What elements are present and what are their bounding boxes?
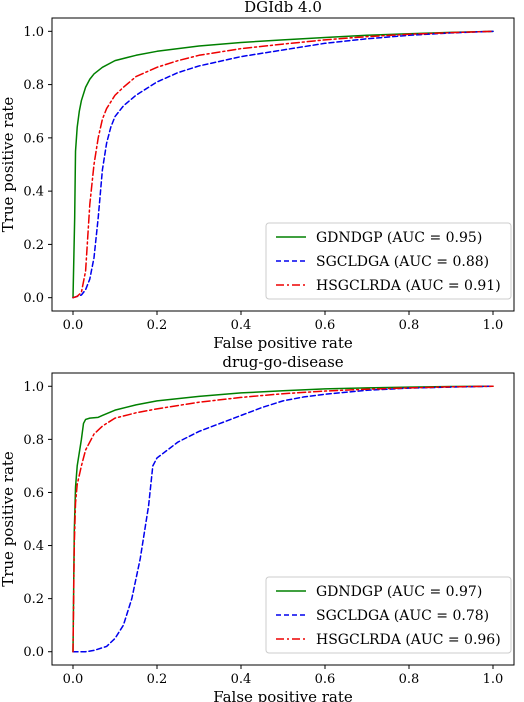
chart2-y-tick-label: 1.0 (23, 380, 44, 395)
chart2-legend-label-1: GDNDGP (AUC = 0.97) (316, 584, 482, 600)
chart2-x-tick-label: 0.8 (399, 672, 420, 687)
chart2-x-tick-label: 0.0 (63, 672, 84, 687)
chart1-legend-label-1: GDNDGP (AUC = 0.95) (316, 230, 482, 246)
chart1-series-2-line (72, 30, 494, 299)
chart2-axes-frame (51, 372, 515, 666)
chart2-x-tick-label: 0.6 (315, 672, 336, 687)
chart2-series-1-line (72, 385, 494, 653)
chart2-y-tick-label: 0.2 (23, 592, 44, 607)
chart1-x-tick-label: 0.0 (63, 318, 84, 333)
chart2-y-tick-label: 0.0 (23, 645, 44, 660)
chart2-legend-label-2: SGCLDGA (AUC = 0.78) (316, 608, 489, 624)
chart1-x-tick-label: 0.8 (399, 318, 420, 333)
chart2-legend (265, 576, 512, 654)
chart1-y-tick-label: 0.2 (23, 238, 44, 253)
chart1-x-tick-label: 0.2 (147, 318, 168, 333)
chart1-series-1-line (72, 30, 494, 299)
chart1-y-tick-label: 0.4 (23, 185, 44, 200)
chart2-y-tick-label: 0.4 (23, 539, 44, 554)
chart2-y-axis-label: True positive rate (0, 451, 17, 587)
chart1-x-tick-label: 1.0 (483, 318, 504, 333)
chart1-legend-label-2: SGCLDGA (AUC = 0.88) (316, 254, 489, 270)
chart2-y-tick-label: 0.8 (23, 433, 44, 448)
chart1-legend-label-3: HSGCLRDA (AUC = 0.91) (316, 278, 501, 294)
chart1-y-tick-label: 0.8 (23, 78, 44, 93)
chart1-y-tick-label: 0.6 (23, 131, 44, 146)
chart1-x-tick-label: 0.4 (231, 318, 252, 333)
chart2-x-tick-label: 1.0 (483, 672, 504, 687)
chart1-legend (265, 222, 512, 300)
chart1-y-tick-label: 0.0 (23, 291, 44, 306)
chart2-series-2-line (72, 385, 494, 653)
chart2-x-tick-label: 0.4 (231, 672, 252, 687)
chart2-y-tick-label: 0.6 (23, 486, 44, 501)
chart2-x-tick-label: 0.2 (147, 672, 168, 687)
chart1-y-axis-label: True positive rate (0, 97, 17, 233)
chart1-title: DGIdb 4.0 (244, 0, 322, 16)
chart1-axes-frame (51, 17, 515, 312)
chart2-x-axis-label: False positive rate (213, 688, 353, 702)
chart1-y-tick-label: 1.0 (23, 25, 44, 40)
chart1-x-tick-label: 0.6 (315, 318, 336, 333)
chart2-title: drug-go-disease (222, 353, 343, 371)
chart2-legend-label-3: HSGCLRDA (AUC = 0.96) (316, 632, 501, 648)
chart2-series-3-line (72, 385, 494, 653)
chart1-x-axis-label: False positive rate (213, 334, 353, 352)
chart1-series-3-line (72, 30, 494, 299)
